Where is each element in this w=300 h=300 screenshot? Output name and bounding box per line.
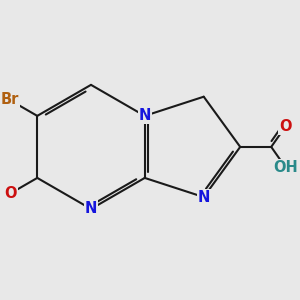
Text: O: O — [4, 186, 17, 201]
Text: O: O — [279, 119, 292, 134]
Text: OH: OH — [273, 160, 298, 175]
Text: N: N — [139, 108, 151, 123]
Text: Br: Br — [0, 92, 19, 107]
Text: N: N — [197, 190, 210, 205]
Text: N: N — [85, 201, 97, 216]
